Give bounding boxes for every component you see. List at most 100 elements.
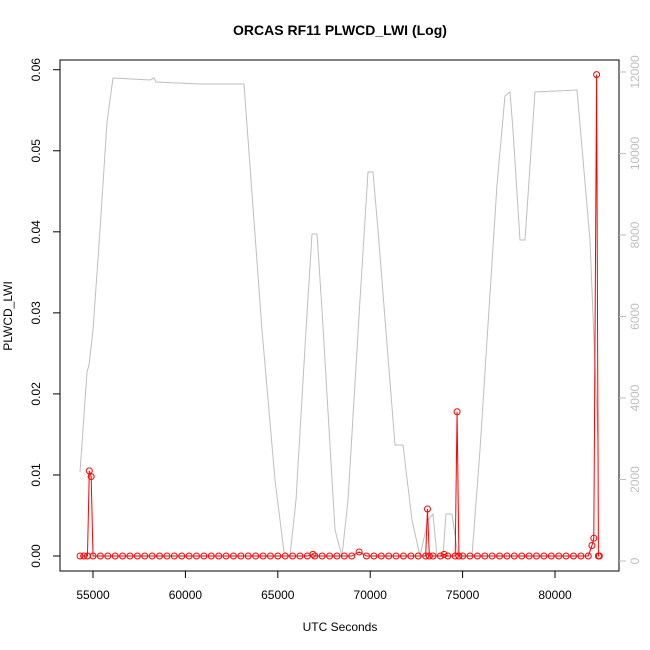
- point: [518, 552, 526, 560]
- point: [76, 552, 84, 560]
- point: [425, 552, 433, 560]
- point: [423, 505, 431, 513]
- point: [229, 552, 237, 560]
- y-tick-label: 0.02: [29, 382, 43, 406]
- plot-frame: [59, 59, 620, 572]
- point: [451, 552, 459, 560]
- point: [80, 552, 88, 560]
- point: [590, 534, 598, 542]
- y-tick-label: 0.00: [29, 544, 43, 568]
- series-line: [80, 74, 600, 557]
- point: [289, 552, 297, 560]
- x-tick-label: 65000: [261, 588, 295, 602]
- x-tick-label: 55000: [76, 588, 110, 602]
- y2-tick-label: 4000: [628, 384, 642, 411]
- point: [569, 552, 577, 560]
- point: [414, 552, 422, 560]
- point: [296, 552, 304, 560]
- point: [207, 552, 215, 560]
- point: [392, 552, 400, 560]
- y2-tick-label: 0: [628, 557, 642, 564]
- point: [533, 552, 541, 560]
- point: [496, 552, 504, 560]
- point: [593, 71, 601, 79]
- point: [422, 552, 430, 560]
- point: [244, 552, 252, 560]
- point: [133, 552, 141, 560]
- point: [503, 552, 511, 560]
- point: [453, 408, 461, 416]
- point: [156, 552, 164, 560]
- x-axis-label: UTC Seconds: [303, 620, 378, 634]
- point: [407, 552, 415, 560]
- point: [111, 552, 119, 560]
- point: [148, 552, 156, 560]
- point: [510, 552, 518, 560]
- point: [281, 552, 289, 560]
- y2-tick-label: 6000: [628, 303, 642, 330]
- y2-tick-label: 12000: [628, 55, 642, 89]
- y-tick-label: 0.01: [29, 463, 43, 487]
- point: [525, 552, 533, 560]
- x-tick-label: 70000: [354, 588, 388, 602]
- y-tick-label: 0.06: [29, 58, 43, 82]
- point: [333, 552, 341, 560]
- point: [259, 552, 267, 560]
- y2-tick-label: 10000: [628, 136, 642, 170]
- point: [318, 552, 326, 560]
- point: [311, 552, 319, 560]
- point: [163, 552, 171, 560]
- point: [555, 552, 563, 560]
- chart-title: ORCAS RF11 PLWCD_LWI (Log): [233, 22, 447, 38]
- point: [436, 552, 444, 560]
- point: [340, 552, 348, 560]
- point: [429, 552, 437, 560]
- point: [141, 552, 149, 560]
- point: [87, 473, 95, 481]
- point: [126, 552, 134, 560]
- point: [595, 552, 603, 560]
- point: [348, 552, 356, 560]
- point: [237, 552, 245, 560]
- y2-tick-label: 2000: [628, 466, 642, 493]
- point: [266, 552, 274, 560]
- point: [274, 552, 282, 560]
- point: [370, 552, 378, 560]
- point: [96, 552, 104, 560]
- point: [363, 552, 371, 560]
- y2-tick-label: 8000: [628, 221, 642, 248]
- point: [215, 552, 223, 560]
- point: [440, 550, 448, 558]
- point: [577, 552, 585, 560]
- point: [473, 552, 481, 560]
- x-tick-label: 60000: [169, 588, 203, 602]
- point: [547, 552, 555, 560]
- point: [252, 552, 260, 560]
- point: [170, 552, 178, 560]
- point: [385, 552, 393, 560]
- y-tick-label: 0.03: [29, 301, 43, 325]
- point: [326, 552, 334, 560]
- point: [540, 552, 548, 560]
- point: [399, 552, 407, 560]
- point: [192, 552, 200, 560]
- point: [222, 552, 230, 560]
- y-axis-label: PLWCD_LWI: [1, 281, 15, 351]
- x-tick-label: 80000: [538, 588, 572, 602]
- point: [588, 541, 596, 549]
- point: [355, 548, 363, 556]
- point: [200, 552, 208, 560]
- point: [466, 552, 474, 560]
- series-line: [79, 77, 599, 557]
- point: [455, 552, 463, 560]
- point: [185, 552, 193, 560]
- point: [178, 552, 186, 560]
- point: [488, 552, 496, 560]
- point: [89, 552, 97, 560]
- point: [584, 552, 592, 560]
- x-tick-label: 75000: [446, 588, 480, 602]
- point: [119, 552, 127, 560]
- y-tick-label: 0.04: [29, 220, 43, 244]
- y-tick-label: 0.05: [29, 139, 43, 163]
